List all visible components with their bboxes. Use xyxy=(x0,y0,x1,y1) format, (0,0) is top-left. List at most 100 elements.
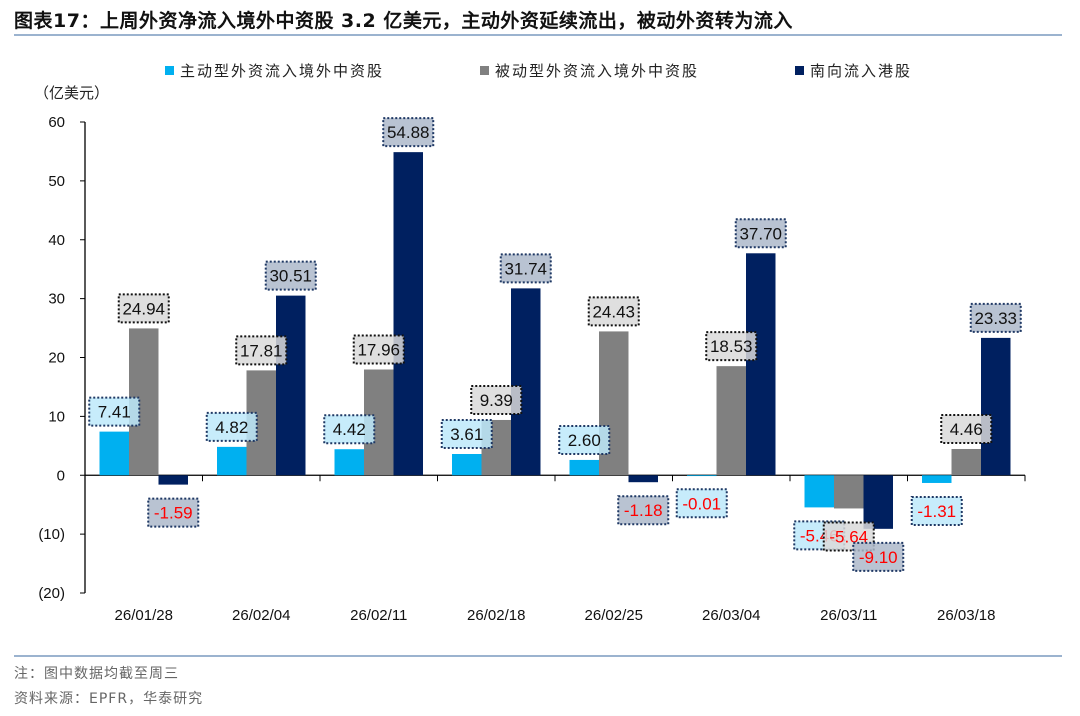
data-label-text: 30.51 xyxy=(269,267,312,286)
data-label: 30.51 xyxy=(264,260,317,291)
data-label: -1.18 xyxy=(617,495,670,526)
x-tick-label: 26/02/25 xyxy=(585,607,643,624)
data-label: 4.46 xyxy=(940,413,993,444)
y-tick-label: 10 xyxy=(48,408,65,425)
data-label: 37.70 xyxy=(734,218,787,249)
data-label-text: 4.82 xyxy=(215,418,248,437)
y-tick-label: 40 xyxy=(48,232,65,249)
data-label-text: 7.41 xyxy=(98,403,131,422)
data-label-box xyxy=(88,396,141,427)
data-label-text: -1.59 xyxy=(154,504,193,523)
data-label-text: 17.81 xyxy=(240,341,283,360)
bar xyxy=(569,459,599,476)
x-tick-label: 26/02/18 xyxy=(467,607,525,624)
data-label-text: 31.74 xyxy=(504,259,547,278)
data-label-box xyxy=(264,260,317,291)
bars xyxy=(99,152,1011,529)
data-label: 17.96 xyxy=(352,334,405,365)
data-label-text: -1.31 xyxy=(917,502,956,521)
bar xyxy=(746,253,776,476)
bar xyxy=(922,475,952,483)
x-tick-label: 26/03/18 xyxy=(937,607,995,624)
data-label: 4.42 xyxy=(323,414,376,445)
data-label: 4.82 xyxy=(205,411,258,442)
data-label: 3.61 xyxy=(440,418,493,449)
data-label: 18.53 xyxy=(705,331,758,362)
data-label-box xyxy=(558,424,611,455)
x-tick-label: 26/01/28 xyxy=(115,607,173,624)
data-label: -1.59 xyxy=(147,497,200,528)
bar xyxy=(452,453,482,476)
y-tick-label: (20) xyxy=(38,585,65,602)
data-label: 31.74 xyxy=(499,253,552,284)
legend-item: 主动型外资流入境外中资股 xyxy=(165,62,384,80)
data-label-text: 24.94 xyxy=(122,299,165,318)
data-label-box xyxy=(910,495,963,526)
footer-divider xyxy=(14,655,1062,657)
data-label: 7.41 xyxy=(88,396,141,427)
bar xyxy=(276,295,306,476)
x-tick-label: 26/03/11 xyxy=(820,607,877,624)
x-tick-label: 26/03/04 xyxy=(702,607,760,624)
legend-item: 南向流入港股 xyxy=(795,62,912,80)
footnote: 注：图中数据均截至周三 xyxy=(14,666,179,682)
bar xyxy=(834,475,864,509)
source-note: 资料来源：EPFR，华泰研究 xyxy=(14,691,204,707)
data-label-text: 37.70 xyxy=(739,224,782,243)
bar xyxy=(99,431,129,476)
data-label-text: 18.53 xyxy=(710,337,753,356)
legend: 主动型外资流入境外中资股 被动型外资流入境外中资股 南向流入港股 xyxy=(165,62,912,80)
bar xyxy=(951,448,981,476)
data-label-box xyxy=(235,335,288,366)
data-label-text: 4.46 xyxy=(950,420,983,439)
y-tick-label: 30 xyxy=(48,291,65,308)
data-label-text: -1.18 xyxy=(624,501,663,520)
data-label-box xyxy=(705,331,758,362)
data-label-box xyxy=(617,495,670,526)
legend-label: 主动型外资流入境外中资股 xyxy=(180,62,384,80)
legend-swatch xyxy=(165,66,174,75)
legend-label: 被动型外资流入境外中资股 xyxy=(495,62,699,80)
axes: 60 50 40 30 20 10 0 (10) (20) 26/01/28 26/02/04 26/… xyxy=(38,114,1026,624)
title-divider xyxy=(14,34,1062,36)
legend-label: 南向流入港股 xyxy=(810,62,912,80)
data-label-text: -5.64 xyxy=(829,527,868,546)
y-tick-label: (10) xyxy=(38,526,65,543)
bar xyxy=(334,449,364,476)
chart-title: 图表17：上周外资净流入境外中资股 3.2 亿美元，主动外资延续流出，被动外资转… xyxy=(14,10,793,32)
data-label-box xyxy=(117,293,170,324)
y-tick-label: 50 xyxy=(48,173,65,190)
bar xyxy=(217,446,247,476)
y-axis-label: （亿美元） xyxy=(34,84,109,102)
data-label-box xyxy=(940,413,993,444)
x-tick-label: 26/02/04 xyxy=(232,607,290,624)
data-label-box xyxy=(205,411,258,442)
data-label: 9.39 xyxy=(470,384,523,415)
data-label: -0.01 xyxy=(675,488,728,519)
x-tick-label: 26/02/11 xyxy=(350,607,407,624)
bar-chart: 主动型外资流入境外中资股 被动型外资流入境外中资股 南向流入港股 （亿美元） 60 5… xyxy=(34,62,1026,624)
data-label: -9.10 xyxy=(852,541,905,572)
data-label-text: 24.43 xyxy=(592,302,635,321)
bar xyxy=(716,366,746,476)
data-label-box xyxy=(969,302,1022,333)
data-label: 17.81 xyxy=(235,335,288,366)
data-label-box xyxy=(323,414,376,445)
data-label-text: 3.61 xyxy=(450,425,483,444)
data-label-box xyxy=(852,541,905,572)
bar xyxy=(393,152,423,476)
bar xyxy=(628,475,658,483)
data-label: -1.31 xyxy=(910,495,963,526)
bar xyxy=(804,475,834,508)
data-label: 24.94 xyxy=(117,293,170,324)
bar xyxy=(687,475,717,477)
bar xyxy=(981,337,1011,476)
data-label-box xyxy=(675,488,728,519)
legend-swatch xyxy=(480,66,489,75)
data-label-text: 9.39 xyxy=(480,391,513,410)
data-label: 54.88 xyxy=(382,117,435,148)
data-label-text: 17.96 xyxy=(357,341,400,360)
data-label-text: -0.01 xyxy=(682,494,721,513)
data-label-box xyxy=(734,218,787,249)
bar xyxy=(511,288,541,476)
